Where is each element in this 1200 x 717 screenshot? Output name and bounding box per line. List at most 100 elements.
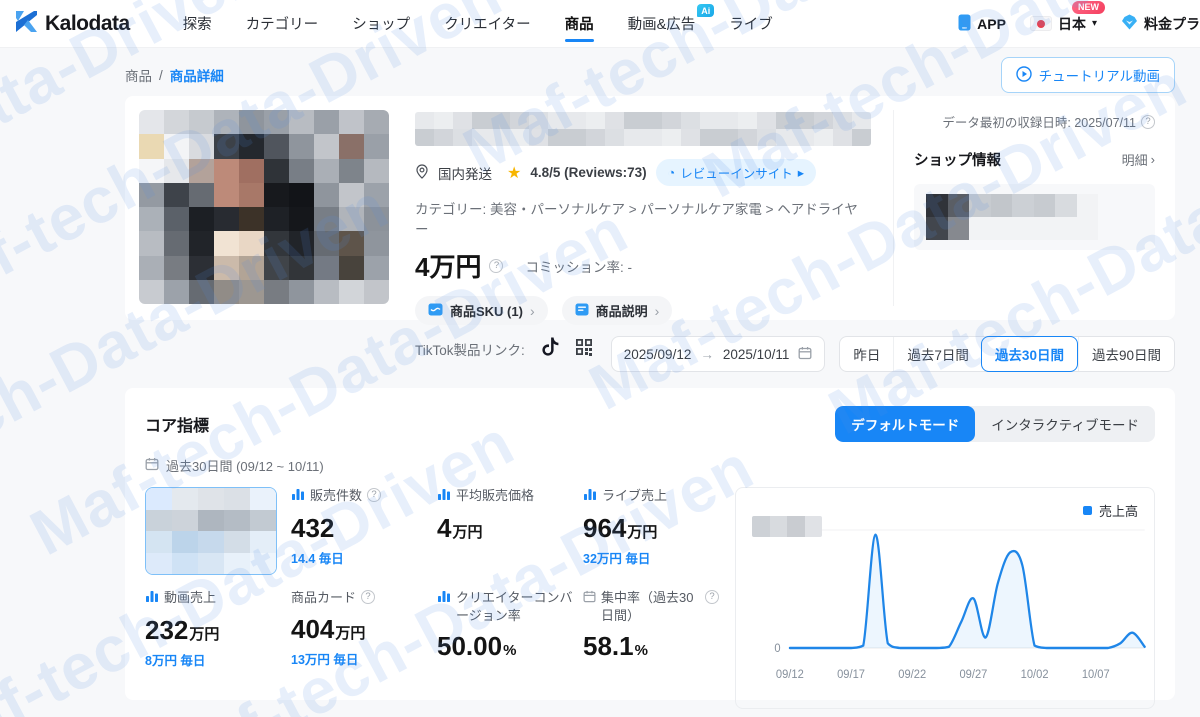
blur-pixel [624, 112, 643, 129]
pricing-label: 料金プラン [1144, 15, 1200, 32]
breadcrumb-products[interactable]: 商品 [125, 69, 152, 84]
blur-pixel [139, 279, 164, 304]
metric-creator-conversion[interactable]: クリエイターコンバージョン率 50.00% [437, 589, 583, 691]
blur-pixel [172, 552, 198, 574]
nav-item-label: 商品 [564, 17, 594, 33]
sales-chart-card: 0 09/12 09/17 09/22 09/27 10/02 10/07 売上高 [735, 487, 1155, 709]
shop-info-title: ショップ情報 [914, 153, 1001, 169]
blur-pixel [719, 129, 738, 146]
mode-interactive[interactable]: インタラクティブモード [991, 418, 1139, 433]
preset-last-7-days[interactable]: 過去7日間 [893, 337, 982, 371]
blur-pixel [146, 531, 172, 553]
metric-product-card[interactable]: 商品カード? 404万円 13万円 毎日 [291, 589, 437, 691]
diamond-icon [1121, 14, 1138, 33]
nav-item-video-ads[interactable]: 動画&広告 Ai [611, 0, 715, 47]
metric-avg-price[interactable]: 平均販売価格 4万円 [437, 487, 583, 589]
blur-pixel [339, 279, 364, 304]
metric-info-icon[interactable]: ? [367, 488, 382, 502]
metric-value: 4万円 [437, 512, 483, 543]
blur-pixel [752, 516, 770, 537]
blur-pixel [926, 217, 948, 240]
metric-info-icon[interactable]: ? [705, 590, 719, 604]
kalodata-logo[interactable]: Kalodata [14, 9, 130, 39]
price-row: 4万円 ? コミッション率: - [415, 247, 871, 284]
price-info-icon[interactable]: ? [489, 258, 504, 273]
metric-value: 232万円 [145, 614, 220, 645]
blur-pixel [214, 207, 239, 232]
product-title-blurred [415, 112, 871, 146]
metric-sales-count[interactable]: 販売件数? 432 14.4 毎日 [291, 487, 437, 589]
sales-trend-chart[interactable]: 0 09/12 09/17 09/22 09/27 10/02 10/07 [736, 488, 1154, 708]
nav-item-categories[interactable]: カテゴリー [229, 0, 336, 47]
blur-pixel [776, 112, 795, 129]
preset-last-90-days[interactable]: 過去90日間 [1077, 337, 1174, 371]
ai-badge: Ai [697, 4, 715, 17]
metrics-period-label: 過去30日間 (09/12 ~ 10/11) [166, 459, 324, 474]
recorded-info-icon[interactable]: ? [1141, 114, 1155, 129]
nav-items: 探索 カテゴリー ショップ クリエイター 商品 動画&広告 Ai ライブ [166, 0, 790, 47]
arrow-right-icon: → [700, 346, 714, 362]
metric-label-row: 商品カード? [291, 589, 427, 607]
metric-live-sales[interactable]: ライブ売上 964万円 32万円 毎日 [583, 487, 729, 589]
tiktok-link-row: TikTok製品リンク: [415, 337, 871, 360]
blur-pixel [364, 182, 389, 207]
blur-pixel [264, 279, 289, 304]
tiktok-icon[interactable] [541, 337, 559, 360]
blur-pixel [548, 112, 567, 129]
blur-pixel [224, 531, 250, 553]
nav-item-explore[interactable]: 探索 [166, 0, 229, 47]
blur-pixel [339, 182, 364, 207]
chevron-right-icon: › [529, 302, 535, 319]
nav-item-products[interactable]: 商品 [548, 0, 611, 47]
blur-pixel [364, 255, 389, 280]
nav-item-live[interactable]: ライブ [712, 0, 790, 47]
metric-daily-avg: 8万円 毎日 [145, 653, 206, 668]
core-metrics-header: コア指標 デフォルトモード インタラクティブモード [145, 406, 1155, 442]
tutorial-video-button[interactable]: チュートリアル動画 [1000, 57, 1175, 93]
blur-pixel [250, 531, 276, 553]
blur-pixel [700, 112, 719, 129]
app-label: APP [977, 15, 1006, 32]
blur-pixel [947, 194, 969, 217]
blur-pixel [239, 158, 264, 183]
blur-pixel [214, 231, 239, 256]
nav-item-label: ショップ [352, 17, 411, 33]
svg-text:09/22: 09/22 [898, 669, 926, 681]
preset-last-30-days[interactable]: 過去30日間 [980, 336, 1078, 372]
bar-icon [437, 488, 451, 506]
pricing-link[interactable]: 料金プラン [1121, 14, 1200, 34]
blur-pixel [289, 158, 314, 183]
document-icon [575, 303, 589, 319]
blur-pixel [164, 255, 189, 280]
blur-pixel [529, 112, 548, 129]
review-insight-button[interactable]: ◔ レビューインサイト ▸ [655, 159, 817, 186]
blur-pixel [314, 231, 339, 256]
blur-pixel [214, 279, 239, 304]
caret-down-icon: ▾ [1091, 18, 1097, 29]
locale-selector[interactable]: NEW 日本 ▾ [1029, 0, 1105, 34]
product-sku-button[interactable]: 商品SKU (1) › [415, 296, 548, 325]
mode-default[interactable]: デフォルトモード [835, 406, 976, 442]
date-range-input[interactable]: 2025/09/12 → 2025/10/11 [610, 336, 826, 372]
core-metrics-title: コア指標 [145, 418, 210, 435]
metric-concentration[interactable]: 集中率（過去30日間）? 58.1% [583, 589, 729, 691]
metric-video-sales[interactable]: 動画売上 232万円 8万円 毎日 [145, 589, 291, 691]
metric-sales-blurred-selected[interactable] [145, 487, 277, 575]
preset-yesterday[interactable]: 昨日 [853, 348, 881, 363]
qr-code-icon[interactable] [575, 338, 593, 359]
shop-detail-link[interactable]: 明細 › [1122, 150, 1155, 169]
shop-card[interactable] [914, 184, 1155, 250]
metric-label-row: 販売件数? [291, 487, 427, 506]
product-description-button[interactable]: 商品説明 › [561, 296, 673, 325]
blur-pixel [139, 255, 164, 280]
blur-pixel [529, 129, 548, 146]
metric-value: 50.00% [437, 631, 517, 662]
nav-item-creators[interactable]: クリエイター [427, 0, 547, 47]
product-image-blurred[interactable] [139, 110, 389, 304]
metric-label-row: 集中率（過去30日間）? [583, 589, 719, 624]
app-link[interactable]: APP [958, 14, 1006, 34]
metric-info-icon[interactable]: ? [361, 590, 376, 604]
location-pin-icon [415, 163, 429, 182]
blur-pixel [172, 509, 198, 531]
nav-item-shops[interactable]: ショップ [335, 0, 427, 47]
